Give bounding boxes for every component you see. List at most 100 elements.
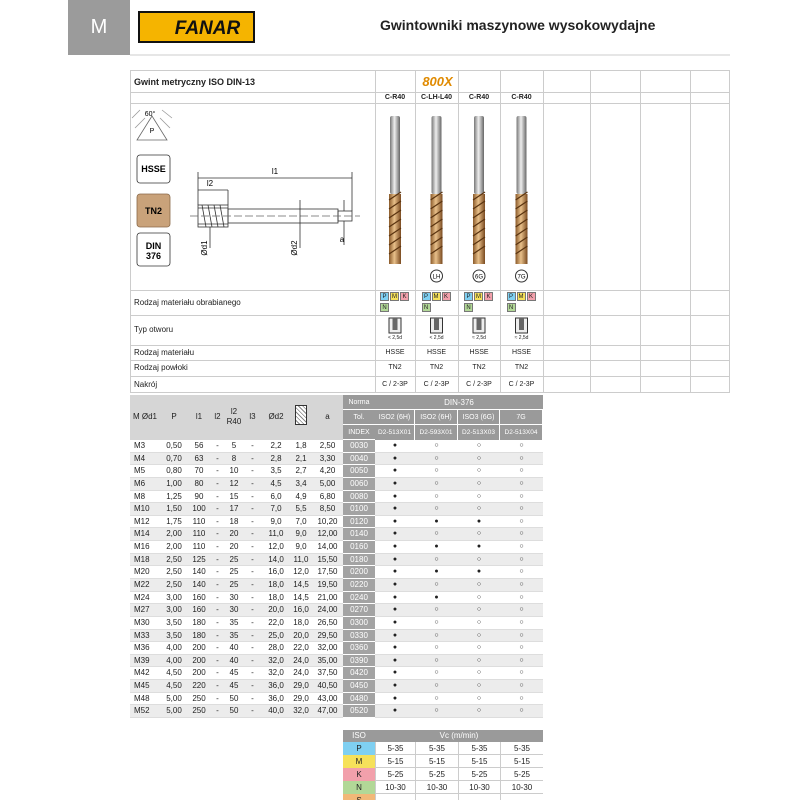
- index-cell: 0330: [343, 629, 375, 643]
- speed-value: 5-35: [375, 742, 415, 755]
- cell: M10: [134, 504, 150, 514]
- norm-value: DIN-376: [375, 395, 543, 410]
- cell: 9,0: [295, 529, 307, 539]
- index-cell: 0420: [343, 667, 375, 681]
- row-label: Rodzaj powłoki: [134, 363, 188, 372]
- cell: -: [251, 441, 254, 450]
- cell: 11,0: [268, 529, 284, 539]
- cell: 50: [229, 706, 239, 716]
- availability: ●: [392, 644, 398, 652]
- spec-value: HSSE: [385, 349, 405, 356]
- availability: ○: [434, 631, 439, 639]
- cell: 11,0: [293, 554, 309, 564]
- cell: 4,9: [295, 491, 307, 501]
- availability: ●: [392, 479, 398, 487]
- dim-d1: Ød1: [200, 240, 209, 256]
- cell: 47,00: [317, 706, 338, 716]
- cell: 4,20: [319, 466, 336, 476]
- flute-line: [515, 245, 528, 255]
- availability: ●: [476, 568, 482, 576]
- tap-shank: [516, 116, 527, 194]
- cell: 5,00: [319, 478, 336, 488]
- availability: ○: [519, 442, 524, 449]
- cell: 45: [229, 668, 239, 678]
- cell: 14,5: [293, 592, 309, 602]
- cell: 3,50: [166, 617, 182, 627]
- cell: -: [251, 580, 254, 589]
- row-line: [130, 360, 730, 361]
- cell: -: [251, 529, 254, 539]
- cell: 8: [231, 453, 237, 463]
- speed-row: [343, 781, 543, 794]
- iso-group: P: [343, 742, 375, 755]
- cell: -: [251, 592, 254, 602]
- page-title: Gwintowniki maszynowe wysokowydajne: [380, 17, 656, 33]
- availability: ○: [476, 454, 482, 462]
- material-badge: K: [484, 292, 493, 301]
- cell: 140: [192, 567, 206, 577]
- cell: 18,0: [268, 592, 284, 602]
- tolerance: ISO2 (6H): [375, 410, 415, 425]
- availability: ○: [434, 656, 439, 664]
- cell: 4,00: [166, 643, 182, 653]
- cell: M16: [134, 542, 150, 552]
- cell: -: [251, 478, 254, 488]
- speed-value: 10-30: [375, 781, 415, 794]
- availability: ○: [519, 479, 524, 487]
- availability: ○: [519, 505, 524, 513]
- index-cell: 0180: [343, 553, 375, 567]
- flute-line: [430, 209, 443, 219]
- cell: 250: [192, 693, 206, 703]
- speed-row: [343, 768, 543, 781]
- cell: 100: [192, 504, 206, 514]
- column-header: l1: [195, 412, 203, 421]
- availability: ●: [392, 669, 398, 677]
- availability: ○: [519, 492, 524, 500]
- availability: ●: [434, 543, 439, 551]
- availability: ●: [476, 543, 482, 551]
- cell: 2,7: [295, 466, 307, 476]
- flute-line: [472, 218, 486, 228]
- cell: -: [216, 516, 219, 526]
- cell: 3,00: [166, 605, 182, 615]
- speed-value: 5-35: [415, 742, 458, 755]
- availability: ●: [392, 467, 398, 475]
- cell: M3: [134, 441, 146, 450]
- cell: 50: [229, 693, 239, 703]
- availability: ○: [519, 656, 524, 664]
- cell: 110: [192, 529, 206, 539]
- cell: -: [216, 580, 219, 589]
- tap-images: LH 6G 7G: [388, 116, 528, 283]
- cell: 180: [192, 617, 206, 627]
- cell: 45: [229, 681, 239, 691]
- table-row: [130, 604, 543, 617]
- flute-line: [430, 245, 443, 255]
- cell: 17: [229, 504, 239, 514]
- flute-line: [515, 236, 528, 246]
- speed-value: 10-30: [458, 781, 500, 794]
- code: D2-513X04: [500, 425, 543, 440]
- index-cell: 0450: [343, 680, 375, 693]
- cell: 125: [192, 554, 206, 564]
- product-title: Gwint metryczny ISO DIN-13: [134, 77, 256, 87]
- availability: ○: [476, 505, 482, 513]
- cell: 0,70: [166, 453, 182, 463]
- hole-label: ≈ 2,5d: [472, 335, 486, 341]
- spec-value: TN2: [388, 364, 402, 371]
- cell: -: [216, 491, 219, 501]
- col-line: [500, 70, 501, 393]
- index-cell: 0520: [343, 705, 375, 718]
- column-header: l3: [249, 412, 256, 421]
- cell: 180: [192, 630, 206, 640]
- cell: -: [251, 605, 254, 615]
- cell: -: [216, 605, 219, 615]
- cell: 16,0: [293, 605, 309, 615]
- cell: -: [251, 491, 254, 501]
- flute-line: [515, 209, 528, 219]
- cell: 15: [229, 491, 239, 501]
- cell: 110: [192, 516, 206, 526]
- flute-line: [472, 236, 486, 246]
- availability: ●: [392, 517, 398, 525]
- row-line: [130, 92, 730, 93]
- availability: ●: [392, 543, 398, 551]
